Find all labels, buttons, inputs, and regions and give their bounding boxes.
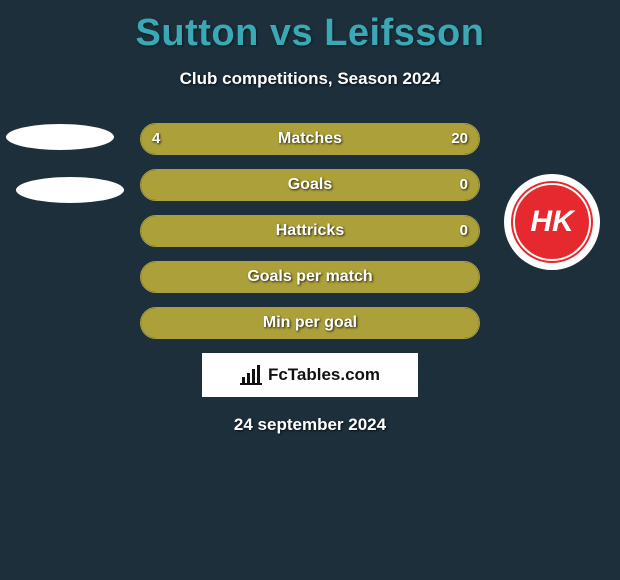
stat-value-right: 0 — [460, 215, 468, 247]
stat-bar-track — [140, 307, 480, 339]
brand-chart-icon — [240, 365, 262, 385]
stat-bar-right — [197, 124, 479, 154]
stat-bar-fill — [141, 308, 479, 338]
stat-row: Matches420 — [0, 123, 620, 155]
stat-bar-track — [140, 123, 480, 155]
page-title: Sutton vs Leifsson — [0, 0, 620, 55]
page-subtitle: Club competitions, Season 2024 — [0, 69, 620, 89]
stat-bar-fill — [141, 262, 479, 292]
date-line: 24 september 2024 — [0, 415, 620, 435]
stat-bar-fill — [141, 216, 479, 246]
stat-row: Min per goal — [0, 307, 620, 339]
stat-row: Goals0 — [0, 169, 620, 201]
stat-bar-track — [140, 169, 480, 201]
stat-value-right: 20 — [451, 123, 468, 155]
stat-value-right: 0 — [460, 169, 468, 201]
stat-bar-track — [140, 215, 480, 247]
brand-text: FcTables.com — [268, 365, 380, 385]
stat-row: Hattricks0 — [0, 215, 620, 247]
stat-bar-left — [141, 124, 197, 154]
brand-box: FcTables.com — [202, 353, 418, 397]
stats-rows: Matches420Goals0Hattricks0Goals per matc… — [0, 123, 620, 339]
stat-bar-track — [140, 261, 480, 293]
stat-bar-fill — [141, 170, 479, 200]
stat-value-left: 4 — [152, 123, 160, 155]
stat-row: Goals per match — [0, 261, 620, 293]
